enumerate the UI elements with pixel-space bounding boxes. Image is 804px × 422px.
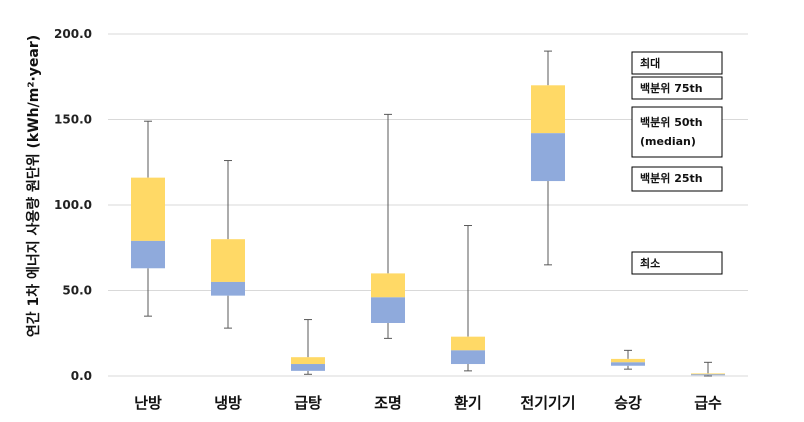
box-upper-half — [691, 373, 725, 375]
box-5 — [531, 50, 565, 266]
legend-label: 최대 — [640, 56, 660, 70]
box-6 — [611, 349, 645, 370]
box-lower-half — [531, 133, 565, 182]
box-0 — [131, 120, 165, 317]
y-axis-title: 연간 1차 에너지 사용량 원단위 (kWh/m²·year) — [25, 35, 42, 337]
x-axis-categories: 난방 냉방 급탕 조명 환기 전기기기 승강 급수 — [134, 394, 722, 412]
box-upper-half — [451, 336, 485, 351]
box-4 — [451, 225, 485, 372]
category-label: 승강 — [614, 394, 642, 412]
y-tick-label: 100.0 — [54, 198, 92, 212]
box-3 — [371, 113, 405, 339]
box-upper-half — [291, 357, 325, 365]
box-lower-half — [371, 297, 405, 323]
legend-item-min: 최소 — [631, 251, 723, 275]
legend-label: 백분위 75th — [640, 81, 703, 95]
category-label: 냉방 — [214, 394, 242, 412]
legend-item-max: 최대 — [631, 51, 723, 75]
legend-box — [631, 166, 723, 192]
category-label: 전기기기 — [520, 394, 575, 412]
box-upper-half — [531, 85, 565, 134]
box-2 — [291, 319, 325, 375]
legend-box — [631, 51, 723, 75]
legend-box — [631, 76, 723, 100]
box-lower-half — [691, 374, 725, 376]
category-label: 급수 — [694, 394, 722, 412]
box-lower-half — [451, 350, 485, 365]
legend-label: 백분위 50th — [640, 115, 703, 129]
category-label: 조명 — [374, 394, 402, 412]
y-tick-label: 150.0 — [54, 113, 92, 127]
legend-item-p75: 백분위 75th — [631, 76, 723, 100]
legend-item-p25: 백분위 25th — [631, 166, 723, 192]
box-upper-half — [611, 358, 645, 363]
box-lower-half — [291, 364, 325, 371]
box-upper-half — [131, 177, 165, 241]
box-7 — [691, 361, 725, 377]
box-upper-half — [211, 239, 245, 282]
legend-sublabel: (median) — [640, 135, 696, 148]
box-lower-half — [611, 362, 645, 366]
y-tick-label: 50.0 — [62, 284, 92, 298]
box-lower-half — [211, 281, 245, 296]
category-label: 급탕 — [294, 394, 322, 412]
legend-label: 최소 — [640, 256, 660, 270]
box-series — [131, 50, 725, 377]
legend-box — [631, 106, 723, 158]
box-1 — [211, 160, 245, 329]
box-upper-half — [371, 273, 405, 298]
y-axis-ticks: 0.0 50.0 100.0 150.0 200.0 — [54, 27, 92, 383]
legend-item-p50: 백분위 50th (median) — [631, 106, 723, 158]
y-tick-label: 200.0 — [54, 27, 92, 41]
legend-label: 백분위 25th — [640, 171, 703, 185]
category-label: 환기 — [454, 394, 482, 412]
category-label: 난방 — [134, 394, 162, 412]
y-tick-label: 0.0 — [71, 369, 92, 383]
legend-box — [631, 251, 723, 275]
box-lower-half — [131, 240, 165, 269]
